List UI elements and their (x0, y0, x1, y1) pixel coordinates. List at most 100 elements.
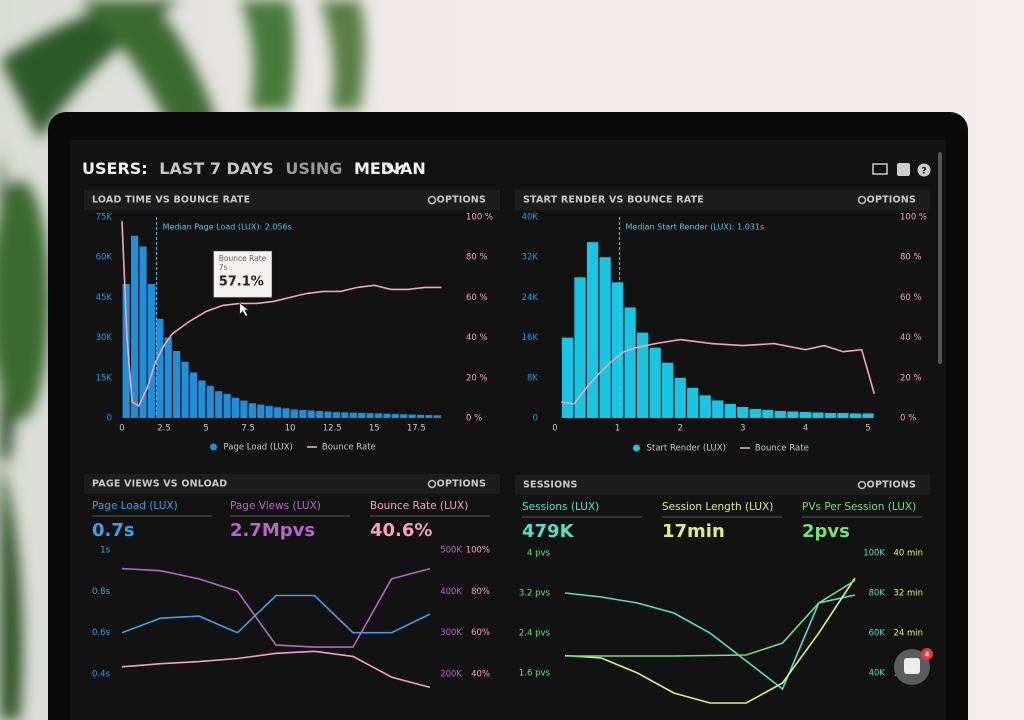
series-line (121, 567, 431, 648)
histogram-bar (749, 408, 761, 418)
y-tick-label: 15K (96, 373, 113, 383)
share-icon[interactable] (897, 163, 910, 176)
panel-title: PAGE VIEWS VS ONLOAD (92, 479, 227, 490)
y2-tick-label: 100 % (466, 213, 493, 223)
histogram-bar (189, 372, 198, 418)
histogram-bar (341, 412, 349, 418)
dashboard-title: USERS: LAST 7 DAYS USING MEDIAN (82, 159, 426, 178)
histogram-bar (240, 400, 248, 418)
y2-tick-label: 80 % (466, 253, 488, 263)
histogram-bar (636, 332, 649, 418)
median-label: Median Start Render (LUX): 1.031s (626, 223, 765, 232)
histogram-bar (358, 412, 366, 418)
histogram-bar (231, 397, 240, 418)
histogram-bar (586, 242, 599, 418)
title-part: USERS: (82, 159, 148, 178)
histogram-bar (131, 235, 139, 418)
metric-name: Page Load (LUX) (92, 500, 178, 512)
y-tick-label: 75K (96, 213, 113, 223)
histogram-bar (139, 246, 147, 418)
y-tick-label: 3.2 pvs (519, 589, 551, 599)
histogram-bar (724, 403, 736, 418)
x-tick-label: 2.5 (157, 424, 171, 434)
panel-title: START RENDER VS BOUNCE RATE (523, 195, 704, 206)
y-tick-label: 60K (96, 253, 113, 263)
tooltip-cursor (239, 302, 250, 317)
display-icon[interactable] (872, 163, 888, 175)
series-line (565, 579, 856, 657)
metric-value: 40.6% (370, 520, 432, 541)
histogram-bar (799, 411, 812, 418)
chat-widget[interactable]: 4 (894, 648, 933, 685)
metric-value: 17min (662, 521, 725, 542)
histogram-bar (433, 415, 441, 418)
help-icon[interactable] (917, 163, 931, 177)
chat-icon (904, 658, 920, 674)
y2-tick-label: 500K (440, 546, 462, 556)
panel-header (515, 475, 930, 495)
panel-header (515, 190, 930, 210)
x-tick-label: 12.5 (323, 424, 342, 434)
histogram-bar (611, 282, 624, 418)
series-line (121, 220, 442, 408)
legend-swatch (210, 443, 217, 451)
options-button[interactable]: OPTIONS (437, 195, 486, 206)
metric-name: Sessions (LUX) (522, 501, 599, 513)
dropdown-chevron[interactable] (386, 164, 404, 174)
dashboard-content: LOAD TIME VS BOUNCE RATE OPTIONS015K30K45… (84, 190, 930, 704)
metric-name: Bounce Rate (LUX) (370, 500, 468, 512)
options-button[interactable]: OPTIONS (867, 195, 916, 206)
histogram-bar (290, 409, 298, 418)
histogram-bar (265, 405, 273, 418)
y2-tick-label: 40 % (900, 333, 922, 343)
panel-title: SESSIONS (523, 480, 578, 491)
panel-title: LOAD TIME VS BOUNCE RATE (92, 195, 250, 206)
x-tick-label: 5 (203, 424, 208, 434)
y-tick-label: 16K (522, 333, 539, 343)
toolbar-icons: ? (872, 163, 931, 177)
options-icon[interactable] (857, 480, 867, 490)
histogram-bar (307, 410, 315, 418)
options-button[interactable]: OPTIONS (867, 480, 916, 491)
y3-tick-label: 40% (471, 670, 490, 680)
x-tick-label: 0 (119, 424, 124, 434)
x-tick-label: 7.5 (241, 424, 255, 434)
legend-label: Bounce Rate (322, 443, 376, 453)
series-line (561, 338, 876, 405)
y-tick-label: 0 (533, 414, 538, 424)
histogram-bar (774, 410, 787, 418)
y3-tick-label: 32 min (893, 589, 923, 599)
metric-name: PVs Per Session (LUX) (802, 501, 916, 513)
y-tick-label: 1.6 pvs (519, 669, 551, 679)
histogram-bar (408, 414, 416, 418)
options-button[interactable]: OPTIONS (437, 479, 486, 490)
metric-value: 2pvs (802, 521, 850, 542)
y2-tick-label: 80K (869, 589, 886, 599)
histogram-bar (349, 412, 357, 418)
histogram-bar (156, 318, 164, 418)
histogram-bar (837, 412, 849, 418)
histogram-bar (257, 404, 265, 418)
median-label: Median Page Load (LUX): 2.056s (163, 223, 292, 232)
histogram-bar (699, 395, 711, 418)
options-icon[interactable] (427, 195, 437, 205)
histogram-bar (223, 393, 231, 418)
options-icon[interactable] (857, 195, 867, 205)
y3-tick-label: 24 min (893, 629, 923, 639)
legend-label: Bounce Rate (755, 444, 809, 454)
y2-tick-label: 40 % (466, 333, 488, 343)
histogram-bar (849, 413, 862, 418)
histogram-bar (273, 407, 282, 418)
y-tick-label: 8K (527, 373, 538, 383)
y-tick-label: 2.4 pvs (519, 629, 551, 639)
x-tick-label: 0 (552, 424, 557, 434)
notification-badge (921, 648, 933, 660)
legend-label: Page Load (LUX) (224, 443, 293, 453)
x-tick-label: 15 (369, 424, 380, 434)
tooltip-x: 7s (219, 263, 228, 272)
histogram-bar (282, 408, 290, 418)
y-tick-label: 0.6s (92, 628, 111, 638)
x-tick-label: 10 (285, 424, 296, 434)
options-icon[interactable] (427, 479, 437, 489)
